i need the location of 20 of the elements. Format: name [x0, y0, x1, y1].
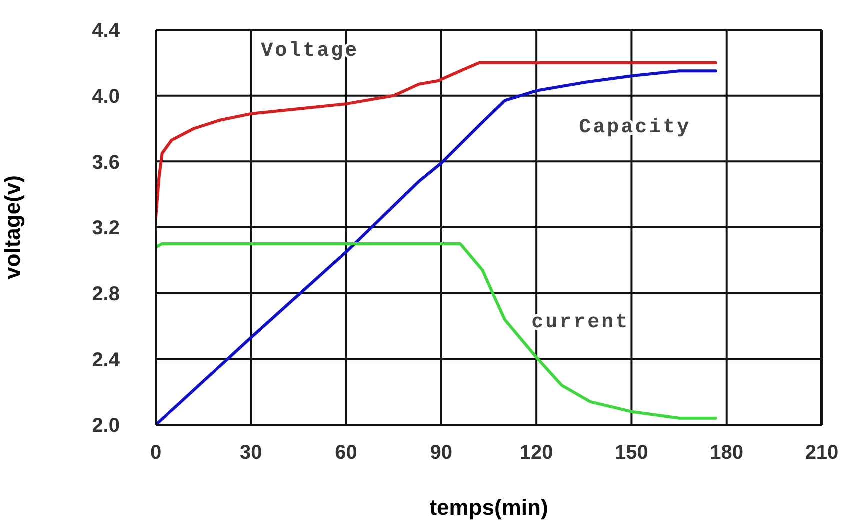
x-tick-label: 0 [150, 442, 162, 464]
line-series [156, 242, 718, 420]
x-tick-label: 90 [430, 442, 453, 464]
x-tick-label: 30 [240, 442, 262, 464]
x-axis-title: temps(min) [430, 495, 548, 520]
x-tick-label: 60 [335, 442, 358, 464]
y-tick-label: 4.0 [92, 86, 120, 108]
x-tick-label: 180 [710, 442, 744, 464]
y-tick-label: 2.4 [92, 349, 121, 372]
y-tick-label: 4.4 [92, 20, 121, 42]
y-tick-label: 2.0 [92, 415, 120, 438]
y-tick-label: 3.6 [92, 152, 120, 174]
line-series [156, 70, 718, 425]
y-tick-label: 2.8 [92, 283, 120, 306]
y-tick-label: 3.2 [92, 218, 120, 240]
line-series [156, 61, 718, 220]
x-tick-label: 120 [520, 442, 554, 464]
y-axis-title: voltage(v) [0, 176, 25, 280]
x-tick-label: 210 [805, 442, 839, 464]
x-tick-label: 150 [615, 442, 648, 464]
